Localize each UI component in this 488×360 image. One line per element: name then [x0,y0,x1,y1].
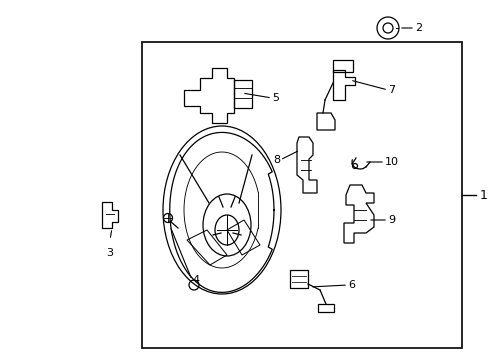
Text: 8: 8 [272,155,280,165]
Text: 2: 2 [414,23,421,33]
Bar [142,42,461,348]
Text: 6: 6 [347,280,354,290]
Text: 3: 3 [106,248,113,258]
Text: 9: 9 [387,215,394,225]
Text: 10: 10 [384,157,398,167]
Bar [332,60,352,72]
Bar [234,80,251,108]
Text: 1: 1 [479,189,487,202]
Text: 4: 4 [192,275,199,285]
Text: 5: 5 [271,93,279,103]
Text: 7: 7 [387,85,394,95]
Bar [289,270,307,288]
